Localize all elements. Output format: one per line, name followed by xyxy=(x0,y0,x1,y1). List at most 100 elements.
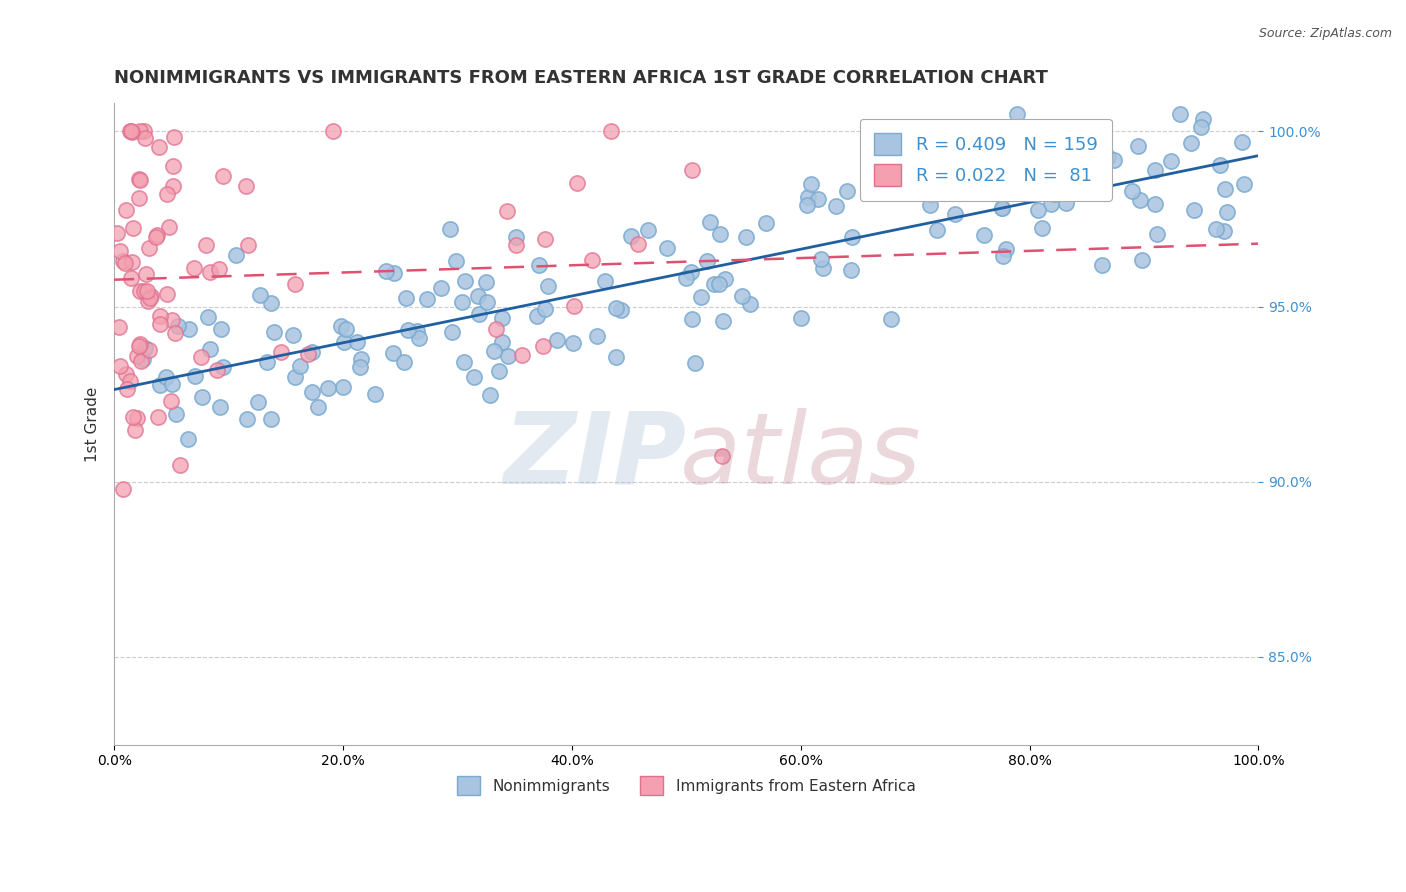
Point xyxy=(333,335,356,350)
Point xyxy=(198,265,221,279)
Point xyxy=(496,203,519,218)
Point xyxy=(790,310,813,325)
Point xyxy=(148,140,170,154)
Legend: Nonimmigrants, Immigrants from Eastern Africa: Nonimmigrants, Immigrants from Eastern A… xyxy=(451,770,921,801)
Point xyxy=(1094,153,1116,168)
Point xyxy=(637,223,659,237)
Point xyxy=(132,351,155,366)
Point xyxy=(710,449,733,463)
Point xyxy=(825,199,848,213)
Point xyxy=(699,215,721,229)
Point xyxy=(755,216,778,230)
Point xyxy=(1121,184,1143,198)
Point xyxy=(527,258,550,272)
Point xyxy=(714,272,737,286)
Point xyxy=(263,325,285,339)
Point xyxy=(681,312,703,326)
Point xyxy=(703,277,725,291)
Point xyxy=(260,411,283,425)
Point xyxy=(249,288,271,302)
Point xyxy=(1059,169,1081,184)
Point xyxy=(1160,154,1182,169)
Point xyxy=(586,328,609,343)
Point xyxy=(301,344,323,359)
Point xyxy=(179,322,201,336)
Point xyxy=(160,393,183,408)
Point xyxy=(120,375,142,389)
Point xyxy=(561,336,583,351)
Point xyxy=(260,295,283,310)
Point xyxy=(149,317,172,331)
Point xyxy=(134,285,156,299)
Point xyxy=(155,370,177,384)
Point xyxy=(1130,252,1153,267)
Point xyxy=(225,248,247,262)
Point xyxy=(108,244,131,258)
Text: Source: ZipAtlas.com: Source: ZipAtlas.com xyxy=(1258,27,1392,40)
Point xyxy=(332,380,354,394)
Point xyxy=(1025,170,1047,185)
Text: NONIMMIGRANTS VS IMMIGRANTS FROM EASTERN AFRICA 1ST GRADE CORRELATION CHART: NONIMMIGRANTS VS IMMIGRANTS FROM EASTERN… xyxy=(114,69,1047,87)
Point xyxy=(562,299,585,313)
Point xyxy=(914,147,936,161)
Point xyxy=(796,198,818,212)
Point xyxy=(1007,107,1029,121)
Point xyxy=(392,355,415,369)
Point xyxy=(125,349,148,363)
Point xyxy=(284,370,307,384)
Point xyxy=(212,359,235,374)
Point xyxy=(593,274,616,288)
Point xyxy=(531,339,554,353)
Point xyxy=(1233,177,1256,191)
Point xyxy=(1102,153,1125,168)
Point xyxy=(991,249,1014,263)
Point xyxy=(112,253,135,268)
Point xyxy=(167,318,190,333)
Point xyxy=(1091,258,1114,272)
Point xyxy=(689,290,711,304)
Point xyxy=(124,424,146,438)
Point xyxy=(485,322,508,336)
Point xyxy=(209,400,232,414)
Point xyxy=(163,129,186,144)
Point xyxy=(1189,120,1212,134)
Point xyxy=(149,377,172,392)
Point xyxy=(811,261,834,276)
Point xyxy=(488,364,510,378)
Point xyxy=(322,124,344,138)
Point xyxy=(1043,186,1066,201)
Point xyxy=(165,326,187,340)
Point xyxy=(1040,196,1063,211)
Point xyxy=(136,294,159,309)
Point xyxy=(270,344,292,359)
Point xyxy=(537,278,560,293)
Point xyxy=(995,242,1018,256)
Point xyxy=(505,238,527,252)
Point xyxy=(139,291,162,305)
Point xyxy=(375,263,398,277)
Point xyxy=(405,324,427,338)
Point xyxy=(1129,193,1152,207)
Point xyxy=(128,172,150,186)
Point xyxy=(115,203,138,218)
Point xyxy=(395,291,418,305)
Point xyxy=(491,311,513,326)
Point xyxy=(183,260,205,275)
Point xyxy=(129,173,152,187)
Point xyxy=(381,346,404,360)
Point xyxy=(297,347,319,361)
Point xyxy=(682,163,704,178)
Point xyxy=(679,265,702,279)
Point xyxy=(711,314,734,328)
Point xyxy=(605,351,627,365)
Point xyxy=(329,319,352,334)
Point xyxy=(1097,151,1119,165)
Point xyxy=(979,157,1001,171)
Point xyxy=(346,334,368,349)
Point xyxy=(893,186,915,200)
Point xyxy=(236,237,259,252)
Point xyxy=(620,228,643,243)
Point xyxy=(120,271,142,285)
Point xyxy=(1144,162,1167,177)
Point xyxy=(208,261,231,276)
